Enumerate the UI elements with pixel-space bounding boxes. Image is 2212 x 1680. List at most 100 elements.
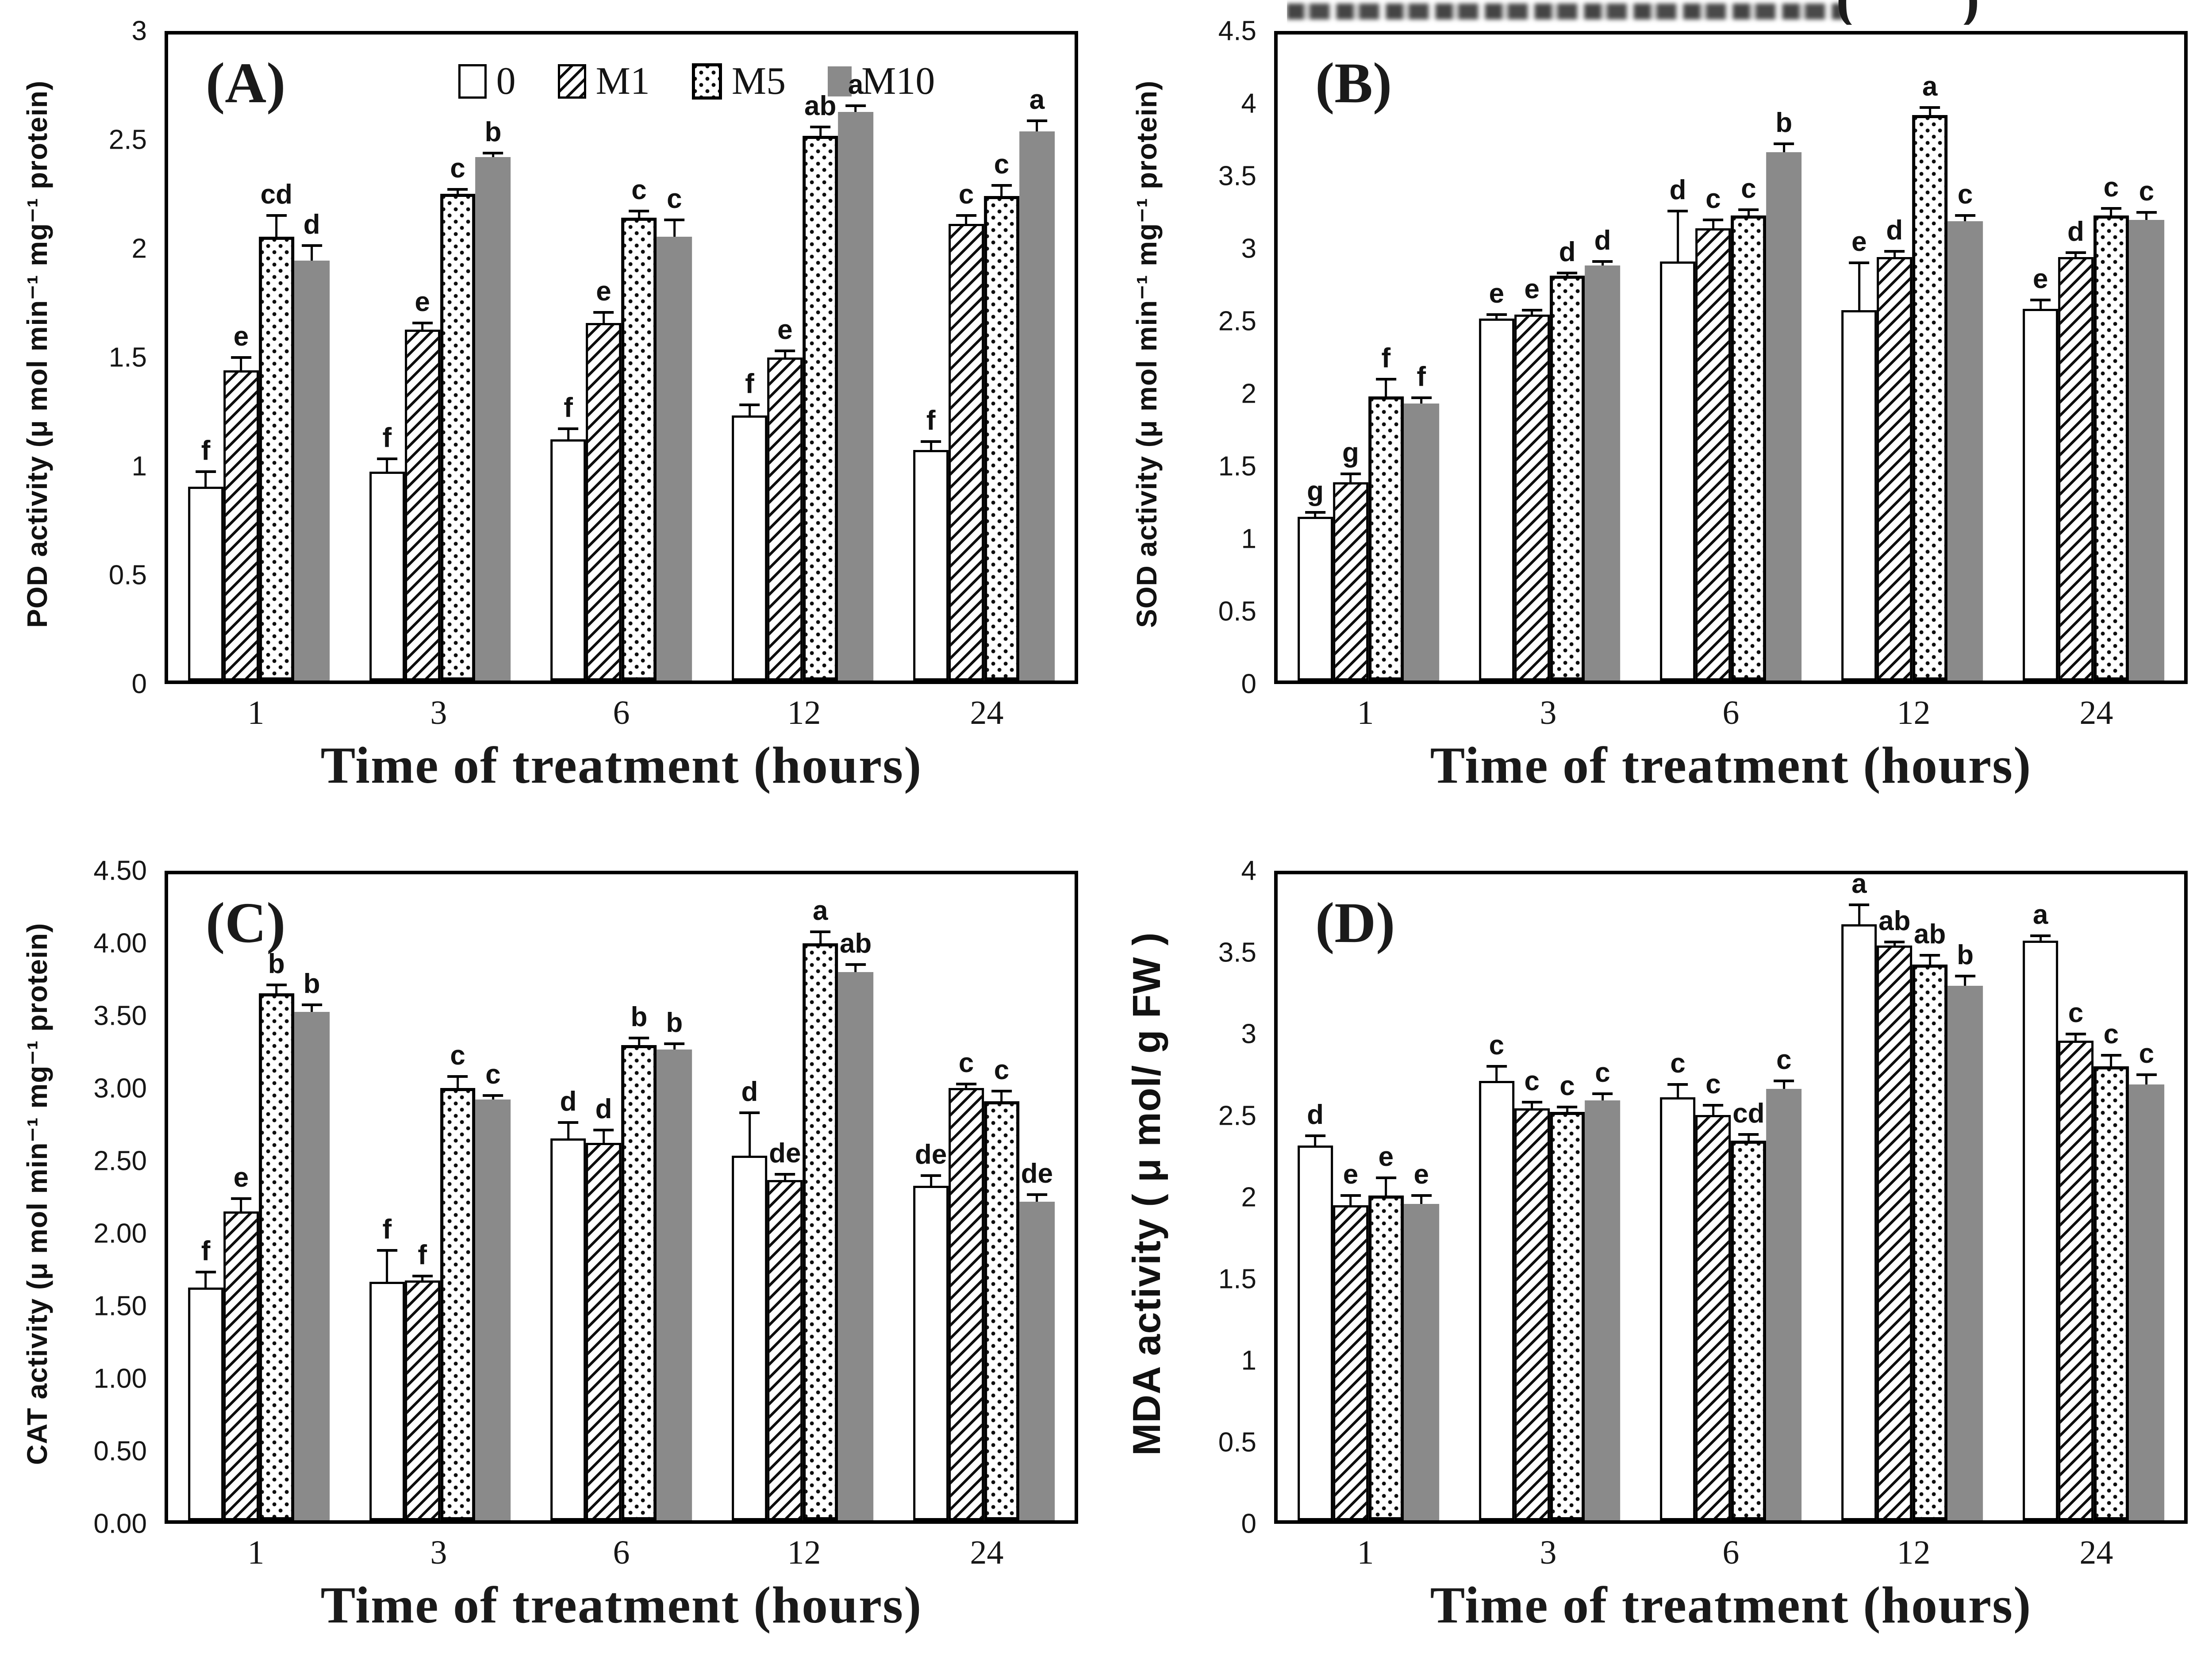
x-axis-title-a: Time of treatment (hours) (320, 736, 922, 794)
error-bar-cap (447, 1075, 468, 1078)
bar-c-1h-0 (188, 1288, 223, 1520)
significance-letter: e (2032, 264, 2048, 295)
bar-slot: e (1368, 874, 1404, 1520)
error-bar-line (1349, 1196, 1352, 1206)
error-bar-line (1712, 219, 1715, 228)
bar-b-24h-M5 (2093, 215, 2129, 680)
y-tick-labels-b: 4.5 4 3.5 3 2.5 2 1.5 1 0.5 0 (1158, 16, 1264, 700)
significance-letter: d (1594, 225, 1611, 256)
significance-letter: e (1489, 278, 1505, 309)
legend-swatch-dots (691, 63, 722, 100)
error-bar-cap (629, 1036, 649, 1039)
significance-letter: c (994, 1054, 1010, 1085)
error-bar-line (1314, 1136, 1317, 1146)
error-bar-line (965, 215, 968, 224)
bar-slot: c (1549, 874, 1585, 1520)
error-bar-cap (1703, 1103, 1724, 1107)
bar-slot: c (949, 874, 984, 1520)
bar-a-6h-M1 (586, 323, 622, 680)
bar-slot: de (1019, 874, 1055, 1520)
significance-letter: c (2068, 998, 2084, 1029)
error-bar-cap (1557, 1105, 1578, 1108)
error-bar-cap (991, 1089, 1012, 1092)
significance-letter: e (1413, 1159, 1429, 1190)
bar-slot: d (550, 874, 586, 1520)
significance-letter: b (1957, 939, 1974, 970)
error-bar-cap (301, 244, 322, 247)
bar-d-1h-M10 (1403, 1203, 1439, 1520)
bar-slot: c (984, 35, 1019, 680)
error-bar-cap (1884, 250, 1905, 253)
error-bar-line (1349, 473, 1352, 483)
bar-slot: f (369, 874, 405, 1520)
significance-letter: a (1922, 71, 1938, 102)
error-bar-cap (775, 1173, 795, 1176)
bar-a-3h-M10 (475, 157, 511, 680)
bar-a-12h-0 (732, 415, 768, 680)
y-tick-label: 3.00 (93, 1073, 147, 1104)
bar-slot: d (1298, 874, 1333, 1520)
significance-letter: c (450, 153, 465, 184)
error-bar-line (1531, 310, 1533, 315)
significance-letter: f (926, 405, 936, 436)
bar-slot: g (1298, 35, 1333, 680)
error-bar-cap (1884, 941, 1905, 944)
error-bar-cap (483, 151, 503, 154)
legend-item-m1: M1 (557, 59, 650, 104)
panel-a: POD activity (μ mol min⁻¹ mg⁻¹ protein) 3… (0, 0, 1109, 840)
bar-slot: c (1947, 35, 1983, 680)
y-tick-label: 3.5 (1218, 937, 1256, 968)
bar-b-1h-0 (1298, 517, 1333, 680)
error-bar-cap (1849, 261, 1870, 264)
bar-c-3h-M5 (440, 1088, 476, 1520)
bar-slot: a (1841, 869, 1877, 1520)
significance-letter: e (1378, 1142, 1394, 1173)
significance-letter: g (1307, 476, 1324, 507)
significance-letter: de (915, 1139, 947, 1170)
bar-slot: e (1333, 874, 1368, 1520)
error-bar-line (748, 405, 751, 416)
bar-slot: cd (1731, 874, 1767, 1520)
significance-letter: c (1524, 1065, 1540, 1096)
bar-slot: g (1333, 35, 1368, 680)
legend-item-0: 0 (458, 59, 516, 104)
significance-letter: e (1851, 226, 1867, 257)
error-bar-cap (664, 218, 685, 221)
error-bar-cap (2101, 1053, 2122, 1057)
bar-c-1h-M10 (294, 1012, 330, 1520)
significance-letter: b (1775, 107, 1793, 138)
error-bar-line (965, 1084, 968, 1088)
bar-slot: e (404, 35, 440, 680)
bar-d-12h-M10 (1947, 985, 1983, 1520)
bar-d-6h-M1 (1695, 1115, 1731, 1520)
bar-slot: a (838, 35, 874, 680)
bar-slot: c (949, 35, 984, 680)
panel-label-d: (D) (1315, 891, 1395, 955)
error-bar-line (1893, 942, 1896, 946)
error-bar-cap (2136, 211, 2157, 214)
error-bar-line (603, 1130, 605, 1143)
panel-c: CAT activity (μ mol min⁻¹ mg⁻¹ protein) 4… (0, 840, 1109, 1680)
error-bar-line (1566, 1107, 1569, 1112)
bar-b-3h-M5 (1549, 276, 1585, 680)
error-bar-cap (956, 1082, 977, 1085)
bar-group-6h: c c cd c (1640, 874, 1822, 1520)
x-tick-label: 24 (970, 1534, 1004, 1571)
panel-label-c: (C) (206, 891, 286, 955)
bar-slot: e (1514, 35, 1550, 680)
significance-letter: e (415, 287, 430, 318)
bar-b-12h-M10 (1947, 221, 1983, 680)
y-tick-label: 4.50 (93, 855, 147, 886)
error-bar-line (637, 1038, 640, 1046)
bar-a-1h-M1 (223, 370, 259, 680)
significance-letter: a (848, 69, 864, 100)
panel-d: MDA activity ( μ mol/ g FW ) 4 3.5 3 2.5 2 1.5… (1110, 840, 2212, 1680)
significance-letter: d (1307, 1099, 1324, 1130)
error-bar-cap (1849, 903, 1870, 907)
error-bar-line (2074, 253, 2077, 257)
